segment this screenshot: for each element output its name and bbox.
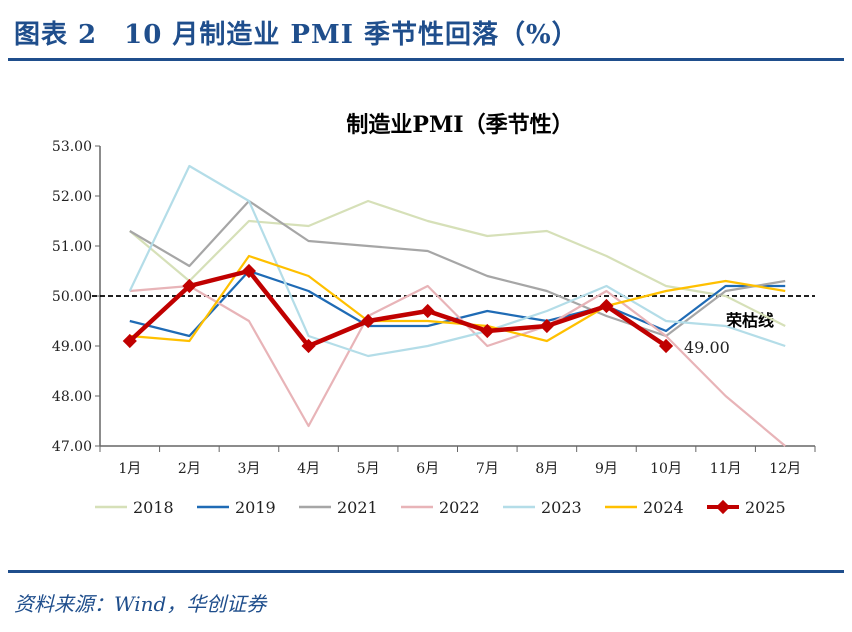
x-tick-label: 4月 xyxy=(297,461,320,477)
series-line-2023 xyxy=(128,164,786,358)
pmi-chart: 制造业PMI（季节性） 47.00 48.00 49.00 50.00 51.00 52.0… xyxy=(52,112,816,517)
series-line-2021 xyxy=(129,199,786,338)
data-point-2025 xyxy=(599,298,614,314)
y-tick-label: 48.00 xyxy=(52,389,92,405)
x-tick-label: 5月 xyxy=(357,461,380,477)
series-line-2022 xyxy=(129,284,786,447)
x-tick-label: 9月 xyxy=(595,461,618,477)
legend-label: 2024 xyxy=(643,498,684,517)
legend-label: 2018 xyxy=(133,498,174,517)
series-line-2024 xyxy=(129,254,786,343)
data-label: 49.00 xyxy=(684,338,730,357)
x-tick-label: 8月 xyxy=(535,461,558,477)
y-tick-label: 52.00 xyxy=(52,189,92,205)
series-line-2018 xyxy=(129,199,786,327)
legend-label: 2021 xyxy=(337,498,378,517)
data-point-2025 xyxy=(361,313,376,329)
top-rule xyxy=(8,58,844,61)
bottom-rule xyxy=(8,570,844,573)
y-tick-label: 53.00 xyxy=(52,139,92,155)
legend-label: 2019 xyxy=(235,498,276,517)
data-point-2025 xyxy=(241,263,257,279)
x-tick-label: 12月 xyxy=(769,461,801,477)
x-tick-label: 3月 xyxy=(237,461,260,477)
x-tick-label: 10月 xyxy=(650,461,682,477)
series-line-2025 xyxy=(128,268,668,349)
legend-label: 2025 xyxy=(745,498,786,517)
legend-label: 2022 xyxy=(439,498,480,517)
data-point-2025 xyxy=(301,338,316,354)
y-tick-label: 49.00 xyxy=(52,339,92,355)
data-point-2025 xyxy=(658,338,674,354)
y-tick-label: 51.00 xyxy=(52,239,92,255)
figure-title: 图表 2 10 月制造业 PMI 季节性回落（%） xyxy=(14,20,579,50)
y-tick-label: 47.00 xyxy=(52,439,92,455)
data-point-2025 xyxy=(480,323,495,339)
y-tick-label: 50.00 xyxy=(52,289,92,305)
x-tick-label: 6月 xyxy=(416,461,439,477)
legend-label: 2023 xyxy=(541,498,582,517)
x-tick-label: 1月 xyxy=(118,461,141,477)
legend-marker-2025 xyxy=(715,499,731,515)
chart-title: 制造业PMI（季节性） xyxy=(346,112,573,138)
reference-label: 荣枯线 xyxy=(725,311,774,330)
x-tick-label: 11月 xyxy=(710,461,742,477)
data-point-2025 xyxy=(182,278,197,294)
source-note: 资料来源：Wind，华创证券 xyxy=(14,592,267,616)
data-point-2025 xyxy=(420,303,435,319)
x-tick-label: 7月 xyxy=(476,461,499,477)
series-line-2019 xyxy=(129,269,786,338)
x-tick-label: 2月 xyxy=(178,461,201,477)
data-point-2025 xyxy=(539,318,554,334)
